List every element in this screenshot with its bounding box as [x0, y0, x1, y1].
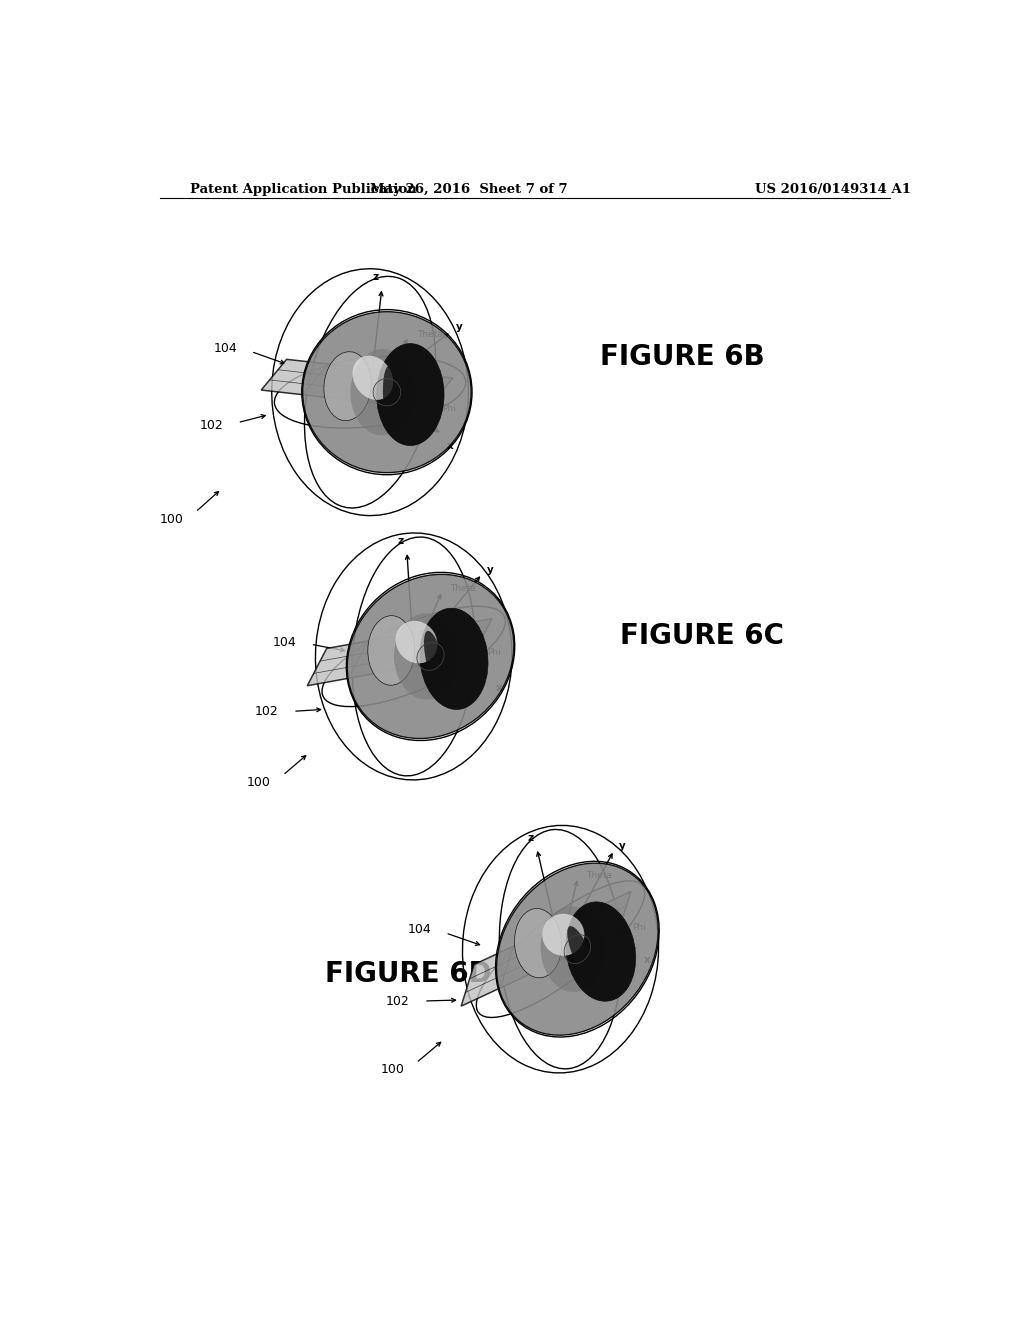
Text: 102: 102 — [200, 418, 223, 432]
Text: Phi: Phi — [442, 404, 456, 413]
Text: y: y — [487, 565, 494, 574]
Ellipse shape — [394, 614, 458, 700]
Text: 100: 100 — [160, 512, 183, 525]
Text: x: x — [446, 441, 453, 451]
Ellipse shape — [424, 631, 446, 694]
Polygon shape — [307, 619, 492, 685]
Text: x: x — [496, 684, 502, 693]
Ellipse shape — [303, 312, 471, 473]
Text: Theta: Theta — [586, 871, 611, 879]
Text: y: y — [618, 841, 626, 851]
Ellipse shape — [417, 643, 444, 671]
Ellipse shape — [377, 343, 444, 446]
Text: z: z — [527, 833, 534, 843]
Text: y: y — [456, 322, 463, 333]
Ellipse shape — [352, 355, 393, 400]
Polygon shape — [461, 891, 631, 1006]
Ellipse shape — [395, 620, 437, 664]
Ellipse shape — [543, 913, 585, 956]
Ellipse shape — [347, 574, 514, 738]
Ellipse shape — [566, 902, 636, 1002]
Text: 100: 100 — [380, 1063, 404, 1076]
Text: US 2016/0149314 A1: US 2016/0149314 A1 — [755, 183, 911, 197]
Text: 102: 102 — [255, 705, 279, 718]
Text: Theta: Theta — [418, 330, 443, 339]
Text: 100: 100 — [247, 776, 271, 788]
Ellipse shape — [350, 348, 414, 436]
Ellipse shape — [420, 609, 488, 709]
Ellipse shape — [383, 366, 400, 432]
Text: Phi: Phi — [487, 648, 501, 657]
Ellipse shape — [368, 615, 415, 685]
Ellipse shape — [324, 351, 372, 421]
Ellipse shape — [373, 379, 400, 405]
Text: FIGURE 6D: FIGURE 6D — [325, 960, 492, 987]
Text: 104: 104 — [272, 636, 296, 649]
Text: FIGURE 6C: FIGURE 6C — [620, 622, 784, 651]
Text: May 26, 2016  Sheet 7 of 7: May 26, 2016 Sheet 7 of 7 — [371, 183, 568, 197]
Text: Theta: Theta — [451, 585, 476, 593]
Text: 104: 104 — [213, 342, 238, 355]
Text: Phi: Phi — [632, 923, 646, 932]
Text: 102: 102 — [386, 995, 410, 1007]
Ellipse shape — [564, 935, 591, 964]
Text: FIGURE 6B: FIGURE 6B — [600, 343, 765, 371]
Ellipse shape — [567, 927, 597, 985]
Ellipse shape — [497, 863, 658, 1035]
Text: 104: 104 — [408, 923, 432, 936]
Ellipse shape — [514, 908, 561, 978]
Text: z: z — [373, 272, 379, 282]
Ellipse shape — [541, 907, 605, 993]
Text: Patent Application Publication: Patent Application Publication — [189, 183, 417, 197]
Text: z: z — [397, 536, 403, 546]
Text: x: x — [644, 954, 650, 965]
Polygon shape — [261, 359, 453, 409]
